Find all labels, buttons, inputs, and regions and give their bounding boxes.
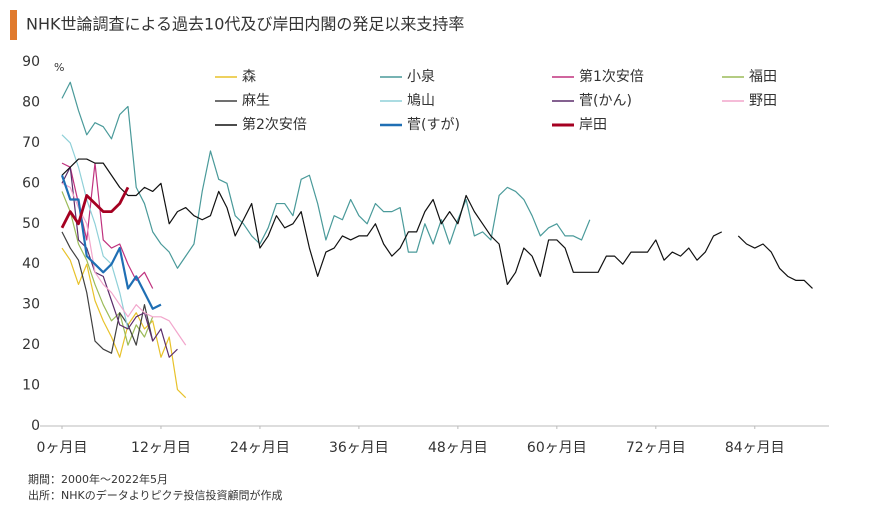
legend-label: 菅(かん)	[579, 93, 632, 109]
x-tick-label: 72ヶ月目	[626, 440, 686, 456]
y-tick-label: 0	[31, 418, 40, 434]
series-line	[61, 81, 591, 269]
series-line	[61, 231, 154, 354]
y-unit: %	[54, 61, 64, 74]
title-bar	[10, 10, 17, 40]
legend-label: 小泉	[407, 68, 435, 85]
y-tick-label: 10	[22, 378, 40, 394]
legend-label: 麻生	[242, 93, 270, 109]
legend-label: 野田	[749, 93, 777, 109]
series-line	[61, 166, 178, 358]
legend-label: 第1次安倍	[579, 68, 644, 85]
series-line	[60, 174, 162, 310]
y-tick-label: 50	[22, 216, 40, 232]
legend-label: 鳩山	[407, 93, 435, 109]
legend-label: 福田	[749, 69, 777, 85]
y-tick-label: 70	[22, 135, 40, 151]
note: 期間：2000年～2022年5月	[28, 472, 168, 486]
legend-label: 森	[242, 69, 256, 85]
series-line	[61, 134, 129, 330]
series-line	[60, 186, 130, 229]
y-tick-label: 60	[22, 175, 40, 191]
series-line	[61, 158, 813, 289]
y-tick-label: 20	[22, 337, 40, 353]
legend-label: 岸田	[579, 117, 607, 133]
x-tick-label: 60ヶ月目	[527, 440, 587, 456]
y-tick-label: 90	[22, 54, 40, 70]
y-tick-label: 80	[22, 94, 40, 110]
x-tick-label: 12ヶ月目	[131, 440, 191, 456]
x-tick-label: 84ヶ月目	[725, 440, 785, 456]
x-tick-label: 48ヶ月目	[428, 440, 488, 456]
x-tick-label: 0ヶ月目	[37, 440, 88, 456]
series-line	[61, 182, 187, 346]
chart-title: NHK世論調査による過去10代及び岸田内閣の発足以来支持率	[26, 15, 464, 34]
series-line	[61, 191, 154, 346]
legend-label: 第2次安倍	[242, 116, 307, 133]
x-tick-label: 24ヶ月目	[230, 440, 290, 456]
y-tick-label: 30	[22, 297, 40, 313]
note: 出所：NHKのデータよりピクテ投信投資顧問が作成	[28, 488, 283, 502]
x-tick-label: 36ヶ月目	[329, 440, 389, 456]
y-tick-label: 40	[22, 256, 40, 272]
legend-label: 菅(すが)	[407, 117, 460, 133]
